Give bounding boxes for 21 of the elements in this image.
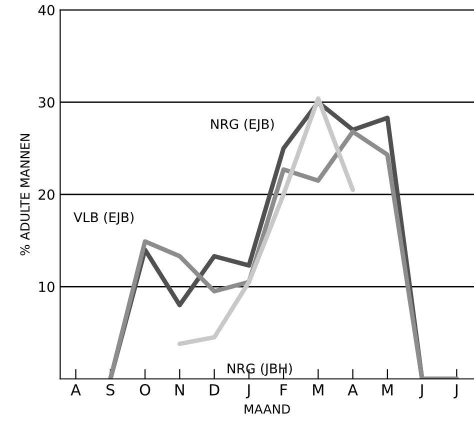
x-tick-label: M — [382, 384, 393, 396]
x-tick-label: M — [313, 384, 324, 396]
x-tick-label: J — [246, 384, 250, 398]
text: NRG (JBH) — [228, 363, 292, 376]
x-tick-label: F — [280, 384, 288, 396]
x-tick-label: N — [175, 384, 184, 396]
series-label: NRG (EJB) — [211, 118, 274, 132]
y-tick-label: 20 — [38, 189, 54, 200]
y-tick-label: 30 — [38, 97, 54, 108]
x-tick-label: D — [210, 384, 220, 396]
x-tick-label: J — [419, 384, 423, 398]
y-tick-label: 40 — [38, 4, 54, 16]
x-tick-label: O — [140, 384, 150, 396]
y-axis-title: % ADULTE MANNEN — [20, 134, 30, 256]
x-tick-label: J — [454, 384, 458, 398]
x-axis-title: MAAND — [244, 404, 290, 414]
x-tick-label: A — [348, 384, 358, 396]
x-tick-label: A — [70, 384, 81, 396]
x-tick-label: S — [106, 384, 114, 396]
series-label: VLB (EJB) — [74, 212, 134, 225]
y-tick-label: 10 — [39, 282, 54, 292]
